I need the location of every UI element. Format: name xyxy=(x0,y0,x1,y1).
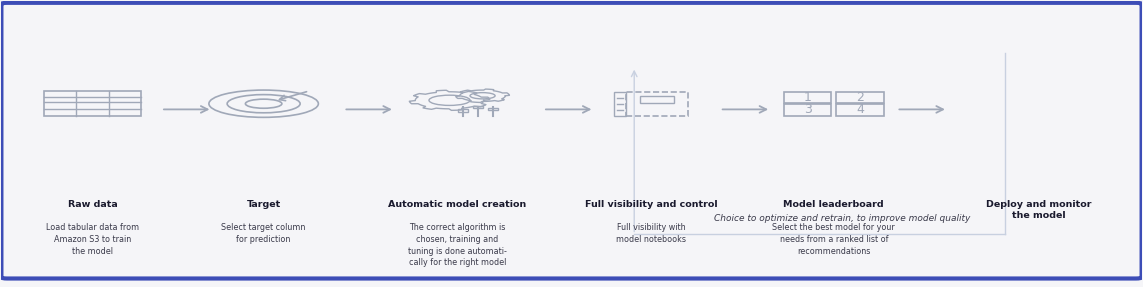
Bar xyxy=(614,92,625,116)
Text: 3: 3 xyxy=(804,103,812,117)
Text: 4: 4 xyxy=(856,103,864,117)
Text: Select the best model for your
needs from a ranked list of
recommendations: Select the best model for your needs fro… xyxy=(773,223,895,256)
Text: Full visibility and control: Full visibility and control xyxy=(585,200,718,209)
Bar xyxy=(836,92,884,103)
Bar xyxy=(45,91,141,117)
Text: Automatic model creation: Automatic model creation xyxy=(389,200,527,209)
Text: Choice to optimize and retrain, to improve model quality: Choice to optimize and retrain, to impro… xyxy=(714,214,970,223)
Bar xyxy=(488,108,498,110)
Text: Target: Target xyxy=(247,200,281,209)
Bar xyxy=(836,104,884,116)
Bar xyxy=(784,104,831,116)
Text: Raw data: Raw data xyxy=(67,200,118,209)
Text: Model leaderboard: Model leaderboard xyxy=(783,200,884,209)
FancyBboxPatch shape xyxy=(1,3,1142,278)
Text: Select target column
for prediction: Select target column for prediction xyxy=(222,223,306,244)
Bar xyxy=(458,109,469,112)
Text: Load tabular data from
Amazon S3 to train
the model: Load tabular data from Amazon S3 to trai… xyxy=(46,223,139,256)
Bar xyxy=(473,106,483,108)
Text: 1: 1 xyxy=(804,91,812,104)
Text: Full visibility with
model notebooks: Full visibility with model notebooks xyxy=(616,223,686,244)
Text: The correct algorithm is
chosen, training and
tuning is done automati-
cally for: The correct algorithm is chosen, trainin… xyxy=(408,223,506,267)
Bar xyxy=(784,92,831,103)
Text: Deploy and monitor
the model: Deploy and monitor the model xyxy=(986,200,1092,220)
Bar xyxy=(640,96,674,102)
Text: 2: 2 xyxy=(856,91,864,104)
Bar xyxy=(625,92,688,116)
